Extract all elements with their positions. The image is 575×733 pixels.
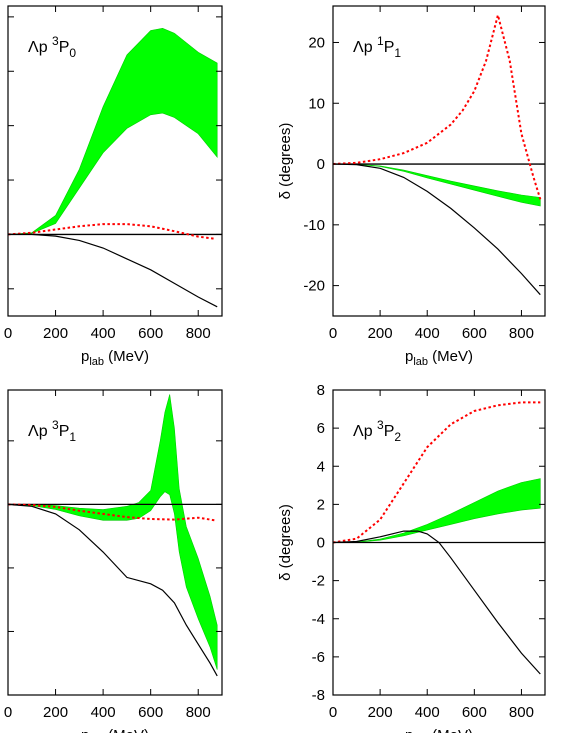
x-axis-label-unit: (MeV): [428, 348, 473, 365]
solid-curve: [8, 233, 218, 308]
x-tick-label: 600: [462, 325, 487, 342]
x-axis-label: plab (MeV): [81, 348, 149, 368]
x-tick-label: 400: [415, 325, 440, 342]
panel-label-main: P: [59, 39, 70, 56]
panel-2: 0 200 400 600 800 -20 -10 0 10 20 plab (MeV) δ (deg…: [277, 5, 546, 368]
solid-curve: [333, 163, 541, 296]
y-tick-label: 0: [317, 156, 325, 173]
x-tick-label: 400: [415, 704, 440, 721]
panel-label-sub: 1: [394, 46, 401, 60]
panel-label-main: P: [59, 423, 70, 440]
panel-4: 0 200 400 600 800 -8 -6 -4 -2 0 2 4 6 8 plab (MeV) δ (d…: [277, 382, 546, 733]
panel-label-base: Λp: [353, 39, 377, 56]
x-tick-label: 600: [462, 704, 487, 721]
x-tick-label: 200: [368, 325, 393, 342]
y-tick-label: -4: [312, 611, 325, 628]
x-axis-label-base: p: [405, 348, 413, 365]
y-tick-label: 10: [308, 95, 325, 112]
x-tick-label: 0: [329, 325, 337, 342]
x-tick-label: 800: [509, 325, 534, 342]
panel-label-base: Λp: [28, 423, 52, 440]
panel-label: Λp 3P2: [353, 418, 401, 444]
plot-area: [8, 27, 222, 308]
x-axis-label-base: p: [405, 727, 413, 733]
x-tick-label: 400: [91, 704, 116, 721]
panel-label-sub: 2: [394, 430, 401, 444]
y-axis-label: δ (degrees): [277, 504, 294, 581]
panel-label-main: P: [384, 423, 395, 440]
plot-area: [8, 394, 222, 677]
y-tick-label: 4: [317, 458, 325, 475]
panel-label-sup: 3: [52, 418, 59, 432]
y-tick-label: 8: [317, 382, 325, 399]
dotted-curve: [8, 223, 216, 240]
y-axis-label: δ (degrees): [277, 123, 294, 200]
panel-label: Λp 3P0: [28, 34, 76, 60]
plot-frame: [332, 5, 546, 317]
solid-curve: [333, 530, 541, 675]
panel-label-sub: 1: [69, 430, 76, 444]
y-tick-label: -2: [312, 573, 325, 590]
uncertainty-band: [333, 163, 541, 207]
x-tick-label: 200: [43, 325, 68, 342]
x-tick-label: 400: [91, 325, 116, 342]
uncertainty-band: [333, 478, 541, 543]
panel-label-sup: 3: [52, 34, 59, 48]
solid-curve: [8, 503, 218, 677]
uncertainty-band: [8, 27, 218, 235]
x-axis-label-base: p: [81, 727, 89, 733]
y-tick-label: 2: [317, 496, 325, 513]
x-axis-label-sub: lab: [413, 356, 428, 368]
x-tick-label: 0: [329, 704, 337, 721]
x-axis-label: plab (MeV): [405, 727, 473, 733]
panel-label-sup: 1: [377, 34, 384, 48]
y-tick-label: 6: [317, 420, 325, 437]
plot-area: [333, 401, 545, 675]
panel-label-main: P: [384, 39, 395, 56]
panel-label-base: Λp: [353, 423, 377, 440]
panel-label-sup: 3: [377, 418, 384, 432]
plot-frame: [7, 5, 223, 317]
x-tick-label: 0: [4, 325, 12, 342]
x-axis-label-unit: (MeV): [104, 348, 149, 365]
x-tick-label: 800: [509, 704, 534, 721]
dotted-curve: [8, 503, 216, 522]
x-axis-label-sub: lab: [89, 356, 104, 368]
x-tick-label: 600: [138, 325, 163, 342]
plot-frame: [7, 389, 223, 696]
panel-3: 0 200 400 600 800 plab (MeV) Λp 3P1: [4, 389, 223, 733]
x-axis-label-unit: (MeV): [428, 727, 473, 733]
x-axis-label: plab (MeV): [405, 348, 473, 368]
panel-label: Λp 3P1: [28, 418, 76, 444]
x-tick-label: 200: [368, 704, 393, 721]
y-tick-label: -8: [312, 687, 325, 704]
x-tick-label: 800: [186, 704, 211, 721]
x-tick-label: 600: [138, 704, 163, 721]
y-tick-label: 0: [317, 535, 325, 552]
x-tick-label: 800: [186, 325, 211, 342]
y-tick-label: -10: [303, 217, 325, 234]
panel-label: Λp 1P1: [353, 34, 401, 60]
panel-label-base: Λp: [28, 39, 52, 56]
x-axis-label: plab (MeV): [81, 727, 149, 733]
x-axis-label-base: p: [81, 348, 89, 365]
y-tick-label: -6: [312, 649, 325, 666]
x-axis-label-unit: (MeV): [104, 727, 149, 733]
panel-label-sub: 0: [69, 46, 76, 60]
dotted-curve: [333, 11, 542, 200]
x-tick-label: 0: [4, 704, 12, 721]
y-tick-label: -20: [303, 278, 325, 295]
plot-area: [333, 11, 545, 296]
y-tick-label: 20: [308, 34, 325, 51]
x-tick-label: 200: [43, 704, 68, 721]
dotted-curve: [333, 401, 541, 544]
